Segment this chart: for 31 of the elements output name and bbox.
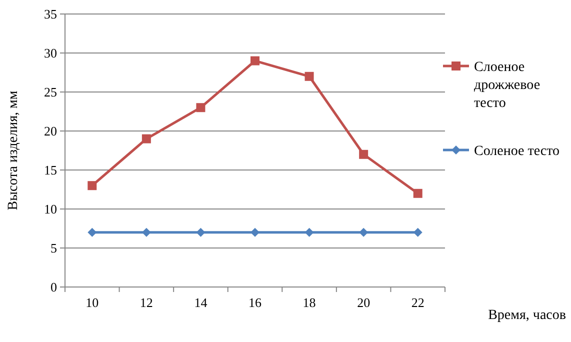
y-tick-label: 30 xyxy=(44,46,57,61)
point xyxy=(196,228,206,237)
point xyxy=(413,228,422,237)
point xyxy=(250,56,260,66)
point xyxy=(413,188,422,198)
x-tick-label: 22 xyxy=(411,295,424,310)
x-tick-label: 10 xyxy=(86,295,99,310)
point xyxy=(142,134,151,144)
y-tick-label: 0 xyxy=(50,280,57,295)
point xyxy=(359,150,368,159)
point xyxy=(304,72,314,81)
point xyxy=(88,228,97,237)
x-tick-label: 12 xyxy=(140,295,153,310)
point xyxy=(88,181,97,190)
point xyxy=(196,103,206,112)
y-tick-label: 35 xyxy=(44,6,57,22)
x-tick-label: 18 xyxy=(302,295,316,310)
y-tick-label: 10 xyxy=(44,202,57,217)
y-tick-label: 25 xyxy=(44,84,57,100)
x-tick-label: 20 xyxy=(357,295,370,310)
y-tick-label: 5 xyxy=(50,240,57,256)
point xyxy=(250,228,260,237)
legend-label: Слоеное дрожжевое тесто xyxy=(474,60,540,111)
point xyxy=(304,228,314,237)
x-tick-label: 16 xyxy=(248,295,262,310)
y-tick-label: 15 xyxy=(44,162,57,178)
legend-label: Соленое тесто xyxy=(474,144,560,159)
x-tick-label: 14 xyxy=(194,295,208,310)
y-tick-label: 20 xyxy=(44,124,57,139)
x-axis-title: Время, часов xyxy=(488,308,566,323)
y-axis-title: Высота изделия, мм xyxy=(6,90,21,210)
